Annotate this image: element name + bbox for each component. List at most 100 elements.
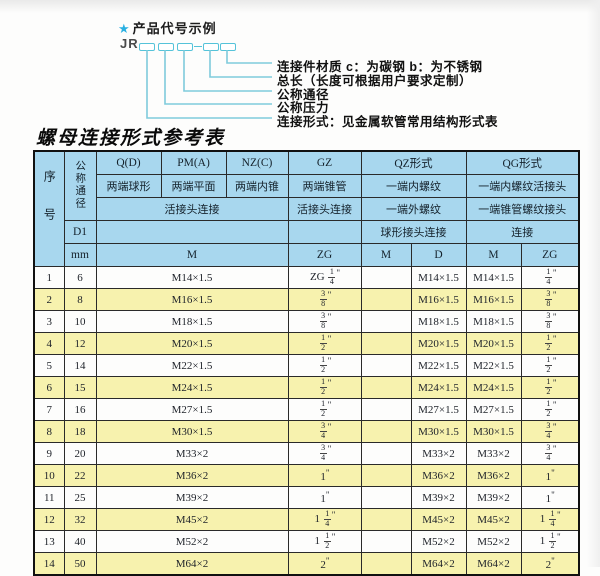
table-row: 14 50 M64×2 2" M64×2 M64×2 2" (33, 552, 580, 576)
header-row3-qg: 一端锥管螺纹接头 (465, 197, 580, 221)
table-cell: 1 2 " (520, 354, 580, 377)
table-cell: 18 (63, 420, 97, 443)
table-cell: 1 1 4 " (520, 508, 580, 531)
table-cell: M24×1.5 (465, 376, 522, 399)
scan-artifact-top (0, 0, 600, 13)
table-cell: 6 (63, 266, 97, 289)
connector-lines (146, 50, 272, 119)
table-cell: 1 2 " (287, 398, 362, 421)
table-row: 1 6 M14×1.5 ZG 1 4 " M14×1.5 M14×1.5 1 4 " (33, 266, 580, 289)
table-cell: M22×1.5 (465, 354, 522, 377)
table-cell: 5 (33, 354, 65, 377)
header-code-qd: Q(D) (95, 150, 162, 175)
table-row: 8 18 M30×1.5 3 4 " M30×1.5 M30×1.5 3 4 " (33, 420, 580, 443)
table-cell: 40 (63, 530, 97, 553)
table-row: 7 16 M27×1.5 1 2 " M27×1.5 M27×1.5 1 2 " (33, 398, 580, 421)
diagram-title: ★ 产品代号示例 (118, 18, 217, 37)
table-cell (360, 464, 412, 487)
table-cell (360, 398, 412, 421)
table-cell: M33×2 (95, 442, 289, 465)
table-row: 4 12 M20×1.5 1 2 " M20×1.5 M20×1.5 1 2 " (33, 332, 580, 355)
table-row: 5 14 M22×1.5 1 2 " M22×1.5 M22×1.5 1 2 " (33, 354, 580, 377)
table-cell: M14×1.5 (95, 266, 289, 289)
table-cell: 1 1 2 " (287, 530, 362, 553)
table-title: 螺母连接形式参考表 (36, 127, 226, 149)
table-cell: 1 1 4 " (287, 508, 362, 531)
table-cell: M36×2 (465, 464, 522, 487)
header-zg-qg: ZG (520, 243, 580, 267)
table-cell: 20 (63, 442, 97, 465)
scan-artifact-right (587, 0, 600, 567)
table-cell: 1 4 " (520, 266, 580, 289)
table-row: 12 32 M45×2 1 1 4 " M45×2 M45×2 1 1 4 " (33, 508, 580, 531)
code-box-3 (177, 43, 193, 51)
table-cell: 1" (520, 464, 580, 487)
diagram-label-pressure: 公称压力 (277, 101, 330, 115)
table-row: 3 10 M18×1.5 3 8 " M18×1.5 M18×1.5 3 8 " (33, 310, 580, 333)
table-cell: 1" (520, 486, 580, 509)
table-cell: 50 (63, 552, 97, 576)
table-row: 10 22 M36×2 1" M36×2 M36×2 1" (33, 464, 580, 487)
table-cell: 12 (33, 508, 65, 531)
table-cell: M30×1.5 (410, 420, 467, 443)
table-cell: M39×2 (465, 486, 522, 509)
table-cell: 25 (63, 486, 97, 509)
table-cell: M52×2 (465, 530, 522, 553)
table-cell: 3 8 " (287, 310, 362, 333)
header-union-gz: 活接头连接 (287, 197, 362, 221)
table-cell: 1 2 " (287, 354, 362, 377)
table-cell: 4 (33, 332, 65, 355)
header-desc-pma: 两端平面 (160, 174, 227, 198)
star-icon: ★ (118, 21, 131, 36)
table-cell: M36×2 (95, 464, 289, 487)
header-d1: D1 (63, 220, 97, 244)
diagram-label-diameter: 公称通径 (277, 88, 330, 102)
table-cell (360, 332, 412, 355)
table-cell: M33×2 (410, 442, 467, 465)
table-row: 6 15 M24×1.5 1 2 " M24×1.5 M24×1.5 1 2 " (33, 376, 580, 399)
table-cell: M39×2 (410, 486, 467, 509)
table-cell: M33×2 (465, 442, 522, 465)
table-cell (360, 486, 412, 509)
table-cell: 3 4 " (287, 442, 362, 465)
table-cell: M16×1.5 (410, 288, 467, 311)
header-code-gz: GZ (287, 150, 362, 175)
table-cell: M64×2 (95, 552, 289, 576)
header-zg-gz: ZG (287, 243, 362, 267)
header-union: 活接头连接 (95, 197, 289, 221)
table-cell: 1 2 " (287, 332, 362, 355)
table-cell: M52×2 (410, 530, 467, 553)
diagram-label-length: 总长（长度可根据用户要求定制） (277, 74, 473, 88)
diagram-label-connection: 连接形式：见金属软管常用结构形式表 (277, 115, 499, 129)
table-cell: M30×1.5 (465, 420, 522, 443)
table-cell (360, 310, 412, 333)
table-row: 9 20 M33×2 3 4 " M33×2 M33×2 3 4 " (33, 442, 580, 465)
header-code-pma: PM(A) (160, 150, 227, 175)
header-m-qg: M (465, 243, 522, 267)
table-cell (360, 530, 412, 553)
table-cell: M30×1.5 (95, 420, 289, 443)
table-cell: 1 2 " (520, 376, 580, 399)
header-d-qz: D (410, 243, 467, 267)
table-cell: 1 2 " (520, 398, 580, 421)
table-cell: 7 (33, 398, 65, 421)
header-desc-qd: 两端球形 (95, 174, 162, 198)
table-cell: M39×2 (95, 486, 289, 509)
table-cell: 3 4 " (520, 420, 580, 443)
header-row4-qz: 球形接头连接 (360, 220, 467, 244)
table-cell: M64×2 (465, 552, 522, 576)
table-cell: M14×1.5 (465, 266, 522, 289)
header-desc-gz: 两端锥管 (287, 174, 362, 198)
table-cell: M20×1.5 (410, 332, 467, 355)
table-cell: M18×1.5 (410, 310, 467, 333)
header-mm: mm (63, 243, 97, 267)
table-cell: M22×1.5 (95, 354, 289, 377)
header-row3-qz: 一端外螺纹 (360, 197, 467, 221)
table-cell (360, 266, 412, 289)
table-cell: 8 (33, 420, 65, 443)
table-cell: M24×1.5 (410, 376, 467, 399)
table-cell: 3 8 " (287, 288, 362, 311)
header-empty-gz (287, 220, 362, 244)
table-cell: 1" (287, 464, 362, 487)
header-empty-left (95, 220, 289, 244)
